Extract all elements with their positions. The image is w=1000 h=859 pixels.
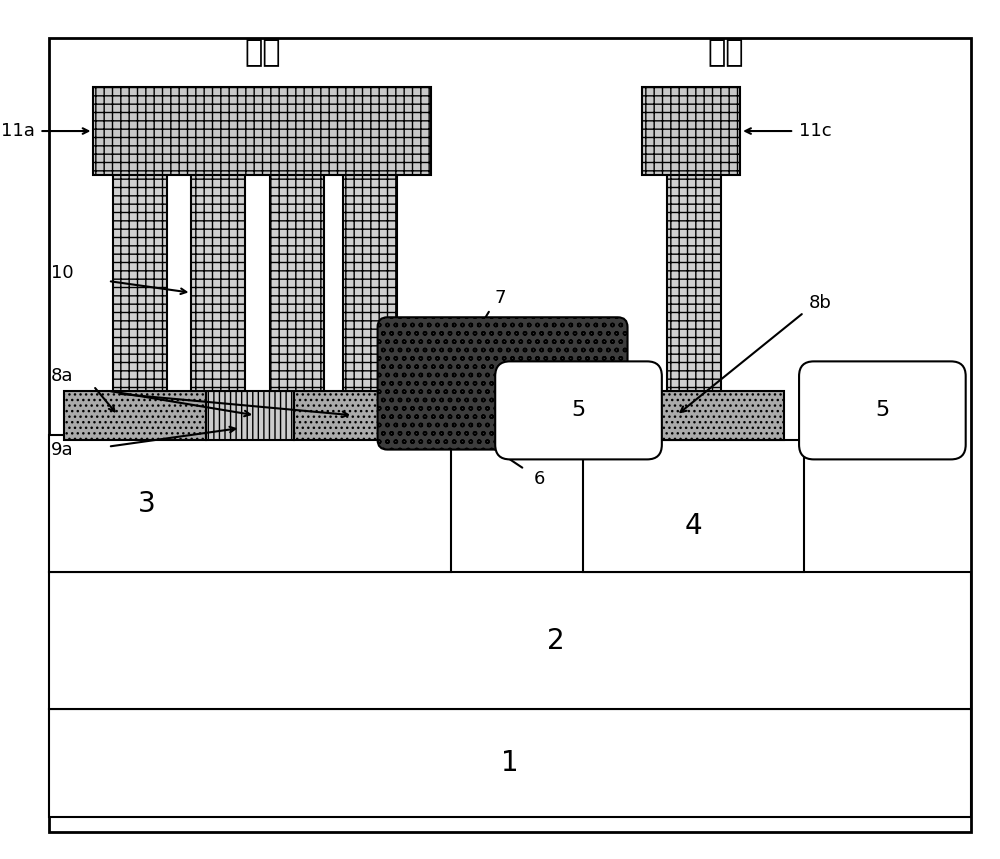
- Text: 源极: 源极: [245, 38, 281, 67]
- Bar: [603, 391, 784, 440]
- Text: 2: 2: [547, 627, 565, 655]
- FancyBboxPatch shape: [378, 317, 628, 449]
- Bar: [294, 391, 446, 440]
- Text: 8a: 8a: [51, 367, 74, 385]
- Text: 5: 5: [571, 400, 586, 420]
- Bar: [667, 161, 721, 391]
- Text: 11c: 11c: [799, 122, 832, 140]
- Bar: [642, 87, 740, 175]
- Text: 5: 5: [875, 400, 890, 420]
- Text: 8b: 8b: [809, 294, 832, 312]
- Text: 4: 4: [685, 512, 703, 539]
- Bar: [270, 161, 324, 391]
- FancyBboxPatch shape: [495, 362, 662, 460]
- Text: 1: 1: [501, 749, 519, 777]
- Text: 10: 10: [51, 265, 74, 282]
- Bar: [49, 572, 971, 710]
- Text: 3: 3: [138, 490, 156, 517]
- Bar: [343, 161, 397, 391]
- Bar: [64, 391, 206, 440]
- Text: 7: 7: [494, 289, 506, 307]
- Bar: [93, 87, 431, 175]
- Text: 6: 6: [534, 470, 545, 488]
- Bar: [206, 391, 294, 440]
- Bar: [49, 435, 451, 572]
- Bar: [583, 440, 804, 572]
- FancyBboxPatch shape: [799, 362, 966, 460]
- Bar: [427, 391, 583, 440]
- Bar: [113, 161, 167, 391]
- Bar: [49, 710, 971, 817]
- Text: 11a: 11a: [1, 122, 35, 140]
- Text: 9a: 9a: [51, 441, 74, 459]
- Bar: [191, 161, 245, 391]
- Text: 漏极: 漏极: [707, 38, 744, 67]
